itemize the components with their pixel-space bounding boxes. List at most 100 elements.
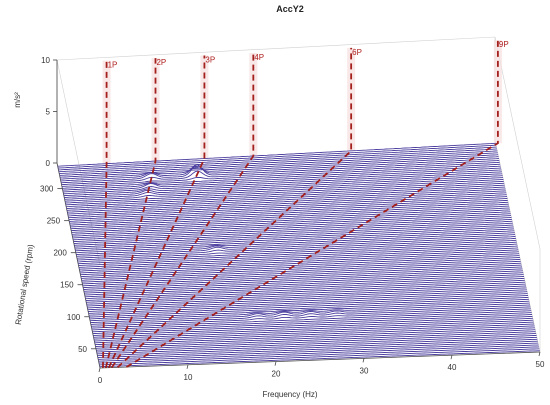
y-tick-label: 100 bbox=[67, 313, 81, 322]
speed-trace bbox=[81, 262, 522, 283]
speed-trace bbox=[98, 346, 539, 364]
speed-trace bbox=[89, 298, 529, 318]
speed-trace bbox=[96, 333, 537, 351]
speed-trace bbox=[76, 236, 516, 257]
speed-trace bbox=[93, 321, 534, 340]
speed-trace bbox=[97, 338, 538, 357]
speed-trace bbox=[83, 270, 523, 290]
order-label-9P: 9P bbox=[499, 40, 509, 49]
speed-trace bbox=[94, 325, 535, 344]
order-lines: 1P 2P 3P 4P 6P 9P bbox=[102, 40, 509, 369]
speed-trace bbox=[90, 302, 530, 322]
order-label-3P: 3P bbox=[205, 56, 215, 65]
speed-trace bbox=[74, 224, 514, 246]
speed-trace bbox=[58, 146, 497, 171]
speed-trace bbox=[99, 350, 540, 368]
speed-trace bbox=[69, 201, 509, 224]
speed-trace bbox=[85, 279, 525, 300]
x-tick-label: 20 bbox=[272, 370, 281, 379]
speed-trace bbox=[78, 247, 518, 268]
x-tick-mark bbox=[186, 364, 189, 369]
speed-trace bbox=[89, 300, 530, 320]
speed-trace bbox=[75, 232, 515, 254]
speed-trace bbox=[74, 228, 514, 250]
speed-trace bbox=[91, 312, 532, 331]
speed-trace bbox=[63, 169, 502, 193]
speed-trace bbox=[98, 342, 539, 360]
speed-trace bbox=[91, 310, 532, 329]
speed-trace bbox=[70, 207, 510, 230]
speed-trace bbox=[88, 293, 528, 312]
speed-trace bbox=[63, 171, 502, 195]
order-line-1P bbox=[102, 60, 108, 368]
speed-trace bbox=[97, 340, 538, 358]
order-label-1P: 1P bbox=[108, 61, 118, 70]
x-tick-mark bbox=[450, 355, 453, 360]
speed-trace bbox=[65, 182, 505, 206]
x-tick-label: 40 bbox=[448, 363, 457, 372]
speed-trace bbox=[82, 266, 523, 287]
frame-edge bbox=[494, 36, 541, 250]
x-tick-label: 50 bbox=[536, 360, 545, 369]
speed-trace bbox=[97, 336, 537, 355]
speed-trace bbox=[88, 295, 529, 314]
order-line-9P bbox=[125, 40, 499, 368]
order-label-2P: 2P bbox=[156, 58, 166, 67]
speed-trace bbox=[81, 258, 521, 279]
speed-trace bbox=[65, 180, 504, 204]
speed-trace bbox=[77, 241, 517, 263]
order-band bbox=[249, 52, 258, 156]
y-axis-label: Rotational speed (rpm) bbox=[14, 243, 36, 325]
speed-trace bbox=[86, 283, 526, 303]
speed-trace bbox=[62, 165, 501, 189]
speed-trace bbox=[76, 234, 516, 255]
speed-trace bbox=[94, 323, 535, 342]
speed-trace bbox=[87, 291, 528, 311]
speed-trace bbox=[61, 159, 500, 184]
x-tick-mark bbox=[538, 351, 541, 357]
speed-trace bbox=[78, 243, 518, 265]
speed-trace bbox=[82, 264, 522, 285]
speed-trace bbox=[59, 152, 498, 176]
frame-edge bbox=[56, 59, 101, 266]
order-label-6P: 6P bbox=[352, 48, 362, 57]
speed-trace bbox=[63, 173, 503, 197]
speed-trace bbox=[90, 306, 531, 325]
speed-trace bbox=[80, 257, 520, 278]
speed-trace bbox=[67, 192, 507, 215]
speed-trace bbox=[66, 186, 506, 209]
y-tick-label: 50 bbox=[78, 345, 87, 354]
speed-trace bbox=[73, 222, 513, 244]
x-tick-mark bbox=[362, 358, 365, 363]
speed-trace bbox=[59, 154, 499, 178]
z-tick-label: 0 bbox=[46, 159, 51, 168]
x-tick-mark bbox=[98, 367, 101, 373]
speed-trace bbox=[72, 215, 512, 237]
speed-trace bbox=[90, 304, 531, 324]
speed-trace bbox=[61, 163, 501, 187]
speed-trace bbox=[92, 315, 533, 335]
speed-trace bbox=[68, 196, 508, 219]
speed-trace bbox=[64, 177, 504, 200]
speed-trace bbox=[77, 239, 517, 261]
speed-trace bbox=[61, 161, 500, 186]
speed-trace bbox=[93, 319, 534, 338]
speed-trace bbox=[86, 287, 527, 307]
z-tick-label: 5 bbox=[46, 108, 51, 117]
speed-trace bbox=[60, 156, 499, 180]
speed-trace bbox=[80, 255, 520, 276]
speed-trace bbox=[69, 203, 509, 226]
speed-trace bbox=[66, 188, 506, 211]
speed-trace bbox=[62, 167, 502, 191]
speed-trace bbox=[73, 220, 513, 243]
speed-trace bbox=[57, 142, 496, 167]
y-tick-label: 200 bbox=[53, 249, 67, 258]
x-tick-label: 30 bbox=[360, 366, 369, 375]
speed-trace bbox=[67, 190, 506, 213]
z-axis-label: m/s² bbox=[13, 92, 22, 108]
y-tick-label: 250 bbox=[47, 217, 61, 226]
speed-trace bbox=[74, 226, 514, 248]
speed-trace bbox=[72, 217, 512, 239]
speed-trace bbox=[58, 144, 497, 169]
speed-trace bbox=[73, 218, 512, 241]
